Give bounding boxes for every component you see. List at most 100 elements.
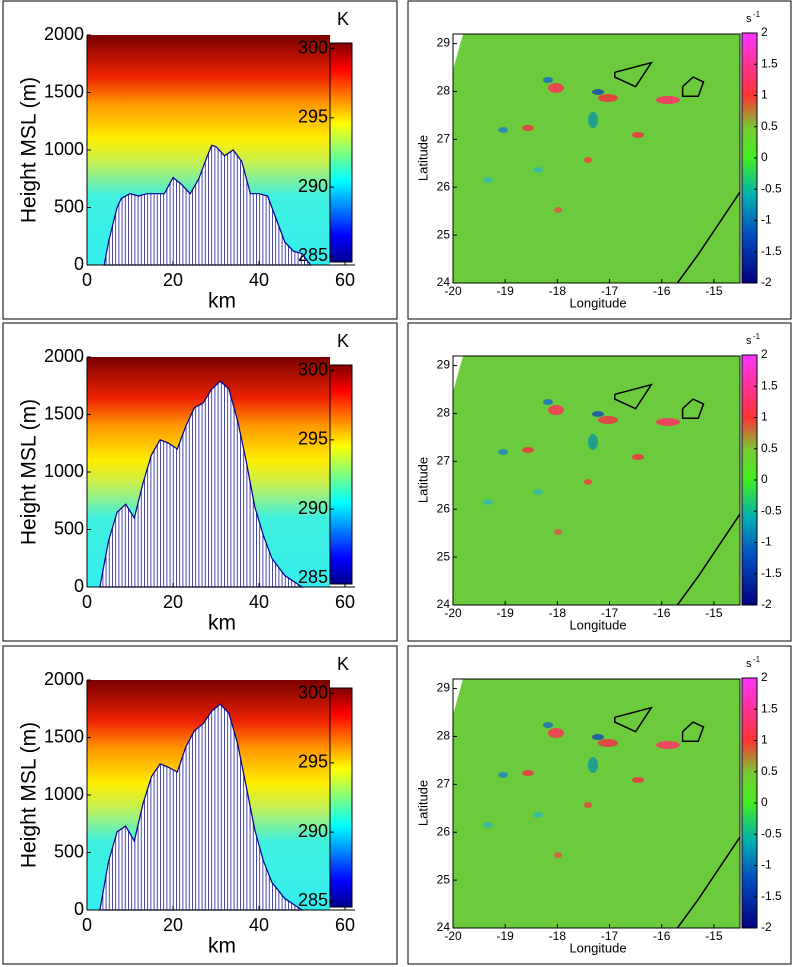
colorbar-tick-label: -1 <box>761 535 772 549</box>
panel-border <box>2 0 398 320</box>
y-tick-label: 28 <box>437 84 451 98</box>
colorbar-tick-label: 0 <box>761 472 768 486</box>
y-axis-label: Latitude <box>415 457 430 503</box>
y-axis-label: Latitude <box>415 135 430 181</box>
no-data <box>453 679 463 715</box>
panel-border <box>407 645 792 965</box>
x-tick-label: 40 <box>249 915 269 935</box>
colorbar-tick-label: 290 <box>298 498 328 518</box>
x-tick-label: -15 <box>705 606 723 620</box>
colorbar-tick-label: -1.5 <box>761 244 782 258</box>
colorbar-label-exponent: -1 <box>753 332 761 341</box>
x-tick-label: -16 <box>653 284 671 298</box>
no-data <box>453 356 463 392</box>
x-tick-label: 20 <box>163 270 183 290</box>
colorbar-tick-label: 0.5 <box>761 764 778 778</box>
y-tick-label: 25 <box>437 227 451 241</box>
terrain <box>99 703 304 911</box>
y-tick-label: 26 <box>437 501 451 515</box>
colorbar-tick-label: 1.5 <box>761 701 778 715</box>
x-axis-label: Longitude <box>569 617 626 632</box>
colorbar-tick-label: 2 <box>761 670 768 684</box>
colorbar-tick-label: -2 <box>761 275 772 289</box>
x-tick-label: -18 <box>549 929 567 943</box>
coastline <box>676 191 740 283</box>
y-tick-label: 1500 <box>44 81 84 101</box>
terrain <box>103 144 312 266</box>
colorbar-tick-label: -1.5 <box>761 566 782 580</box>
y-tick-label: 0 <box>74 576 84 596</box>
colorbar-label-exponent: -1 <box>753 10 761 19</box>
x-tick-label: 40 <box>249 270 269 290</box>
colorbar-tick-label: 290 <box>298 176 328 196</box>
colorbar-tick-label: 285 <box>298 567 328 587</box>
x-tick-label: -16 <box>653 929 671 943</box>
colorbar-tick-label: 1 <box>761 410 768 424</box>
colorbar-label: s <box>746 13 752 25</box>
y-tick-label: 28 <box>437 729 451 743</box>
vorticity-field <box>453 679 740 928</box>
y-tick-label: 29 <box>437 681 451 695</box>
coastline <box>614 706 653 733</box>
field-features <box>453 679 740 928</box>
y-tick-label: 2000 <box>44 24 84 44</box>
colorbar-tick-label: -0.5 <box>761 181 782 195</box>
y-tick-label: 25 <box>437 549 451 563</box>
colorbar-tick-label: -1.5 <box>761 889 782 903</box>
field-features <box>453 356 740 605</box>
panel-border <box>2 645 398 965</box>
vorticity-field <box>453 356 740 605</box>
x-tick-label: -20 <box>444 929 462 943</box>
x-tick-label: -17 <box>601 929 619 943</box>
colorbar <box>329 687 353 908</box>
coastline <box>681 398 705 420</box>
coastline <box>681 721 705 743</box>
vorticity-field <box>453 34 740 283</box>
colorbar-tick-label: -2 <box>761 597 772 611</box>
x-tick-label: -17 <box>601 606 619 620</box>
x-tick-label: -19 <box>497 929 515 943</box>
coastline <box>614 61 653 88</box>
panel-border <box>407 0 792 320</box>
x-tick-label: 20 <box>163 915 183 935</box>
x-axis-label: km <box>208 935 236 958</box>
y-axis-label: Height MSL (m) <box>18 722 41 868</box>
colorbar <box>329 42 353 263</box>
colorbar-label: K <box>337 9 349 29</box>
colorbar-tick-label: 295 <box>298 752 328 772</box>
plot-frame <box>452 678 741 929</box>
colorbar-tick-label: 295 <box>298 107 328 127</box>
x-axis-label: km <box>208 290 236 313</box>
y-tick-label: 29 <box>437 36 451 50</box>
x-tick-label: -17 <box>601 284 619 298</box>
colorbar-tick-label: -1 <box>761 858 772 872</box>
field-features <box>453 34 740 283</box>
colorbar-tick-label: -0.5 <box>761 826 782 840</box>
y-tick-label: 1000 <box>44 139 84 159</box>
colorbar-tick-label: -0.5 <box>761 503 782 517</box>
colorbar-tick-label: 1.5 <box>761 56 778 70</box>
map-panel: -20 -19 -18 -17 -16 -15242526272829LongitudeL… <box>407 322 792 642</box>
y-tick-label: 27 <box>437 132 451 146</box>
y-tick-label: 27 <box>437 454 451 468</box>
plot-frame <box>452 355 741 606</box>
colorbar-tick-label: 2 <box>761 25 768 39</box>
x-tick-label: 40 <box>249 592 269 612</box>
no-data <box>453 34 463 70</box>
y-tick-label: 24 <box>437 597 451 611</box>
colorbar-tick-label: 300 <box>298 682 328 702</box>
colorbar-tick-label: 1.5 <box>761 378 778 392</box>
x-tick-label: -15 <box>705 929 723 943</box>
colorbar-tick-label: 300 <box>298 37 328 57</box>
panel-border <box>407 322 792 642</box>
x-axis-label: km <box>208 612 236 635</box>
colorbar-label: K <box>337 331 349 351</box>
x-tick-label: 0 <box>82 915 92 935</box>
y-tick-label: 500 <box>54 196 84 216</box>
x-tick-label: -20 <box>444 606 462 620</box>
y-tick-label: 500 <box>54 518 84 538</box>
y-tick-label: 26 <box>437 179 451 193</box>
colorbar-tick-label: 0.5 <box>761 441 778 455</box>
x-tick-label: 60 <box>335 270 355 290</box>
